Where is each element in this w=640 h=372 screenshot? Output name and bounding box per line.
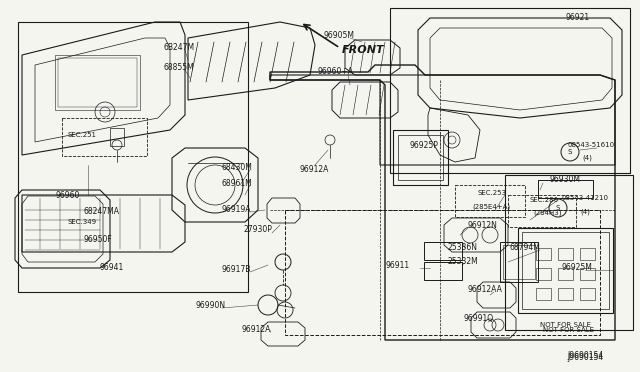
- Text: NOT FOR SALE: NOT FOR SALE: [540, 322, 591, 328]
- Text: 96905M: 96905M: [323, 31, 354, 39]
- Text: 96912AA: 96912AA: [467, 285, 502, 295]
- Text: 96950F: 96950F: [83, 235, 112, 244]
- Text: 96960: 96960: [55, 190, 79, 199]
- Bar: [55, 55, 140, 110]
- Text: 25332M: 25332M: [447, 257, 477, 266]
- Bar: [558, 288, 573, 300]
- Text: SEC.280: SEC.280: [530, 197, 559, 203]
- Text: 68794M: 68794M: [510, 244, 541, 253]
- Bar: [424, 242, 462, 260]
- Text: 96912A: 96912A: [300, 166, 330, 174]
- Text: S: S: [568, 149, 572, 155]
- Text: 08543-41210: 08543-41210: [562, 195, 609, 201]
- Bar: [424, 262, 462, 280]
- Text: 25336N: 25336N: [447, 243, 477, 251]
- Bar: [18, 22, 248, 292]
- Text: 96912A: 96912A: [242, 326, 271, 334]
- Bar: [508, 195, 576, 227]
- Bar: [505, 175, 633, 330]
- Text: 96917B: 96917B: [222, 266, 252, 275]
- Text: 68855M: 68855M: [163, 64, 194, 73]
- Bar: [536, 268, 551, 280]
- Text: 96925P: 96925P: [410, 141, 439, 150]
- Bar: [62, 118, 147, 156]
- Text: (285E4+A): (285E4+A): [472, 204, 510, 210]
- Bar: [536, 248, 551, 260]
- Bar: [390, 8, 630, 173]
- Bar: [522, 232, 609, 309]
- Bar: [503, 245, 535, 279]
- Bar: [580, 288, 595, 300]
- Bar: [518, 228, 613, 313]
- Bar: [500, 242, 538, 282]
- Bar: [538, 180, 593, 198]
- Text: 6B247M: 6B247M: [163, 42, 194, 51]
- Text: (4): (4): [582, 155, 592, 161]
- Bar: [580, 268, 595, 280]
- Text: 96911: 96911: [385, 260, 409, 269]
- Bar: [398, 135, 443, 180]
- Text: SEC.253: SEC.253: [478, 190, 507, 196]
- Bar: [285, 210, 600, 335]
- Bar: [558, 248, 573, 260]
- Bar: [536, 288, 551, 300]
- Text: 68961M: 68961M: [222, 179, 253, 187]
- Text: SEC.251: SEC.251: [68, 132, 97, 138]
- Text: 96941: 96941: [100, 263, 124, 273]
- Text: 68430M: 68430M: [222, 164, 253, 173]
- Text: 27930P: 27930P: [243, 225, 272, 234]
- Text: J9690154: J9690154: [567, 352, 604, 360]
- Bar: [455, 185, 525, 217]
- Text: (4): (4): [580, 209, 590, 215]
- Bar: [393, 130, 448, 185]
- Bar: [58, 58, 137, 107]
- Text: 96921: 96921: [565, 13, 589, 22]
- Text: J9690154: J9690154: [567, 353, 604, 362]
- Text: 96925M: 96925M: [562, 263, 593, 273]
- Bar: [558, 268, 573, 280]
- Bar: [580, 248, 595, 260]
- Text: FRONT: FRONT: [342, 45, 385, 55]
- Text: NOT FOR SALE: NOT FOR SALE: [543, 327, 594, 333]
- Text: S: S: [556, 205, 560, 211]
- Text: 96991Q: 96991Q: [464, 314, 494, 323]
- Text: 96990N: 96990N: [195, 301, 225, 310]
- Text: 96960+A: 96960+A: [318, 67, 354, 77]
- Text: 08543-51610: 08543-51610: [568, 142, 615, 148]
- Bar: [110, 128, 124, 146]
- Text: 96930M: 96930M: [550, 176, 581, 185]
- Text: 96912N: 96912N: [467, 221, 497, 230]
- Text: SEC.349: SEC.349: [68, 219, 97, 225]
- Text: 96919A: 96919A: [222, 205, 252, 215]
- Text: (284H3): (284H3): [533, 210, 561, 216]
- Text: 68247MA: 68247MA: [83, 208, 119, 217]
